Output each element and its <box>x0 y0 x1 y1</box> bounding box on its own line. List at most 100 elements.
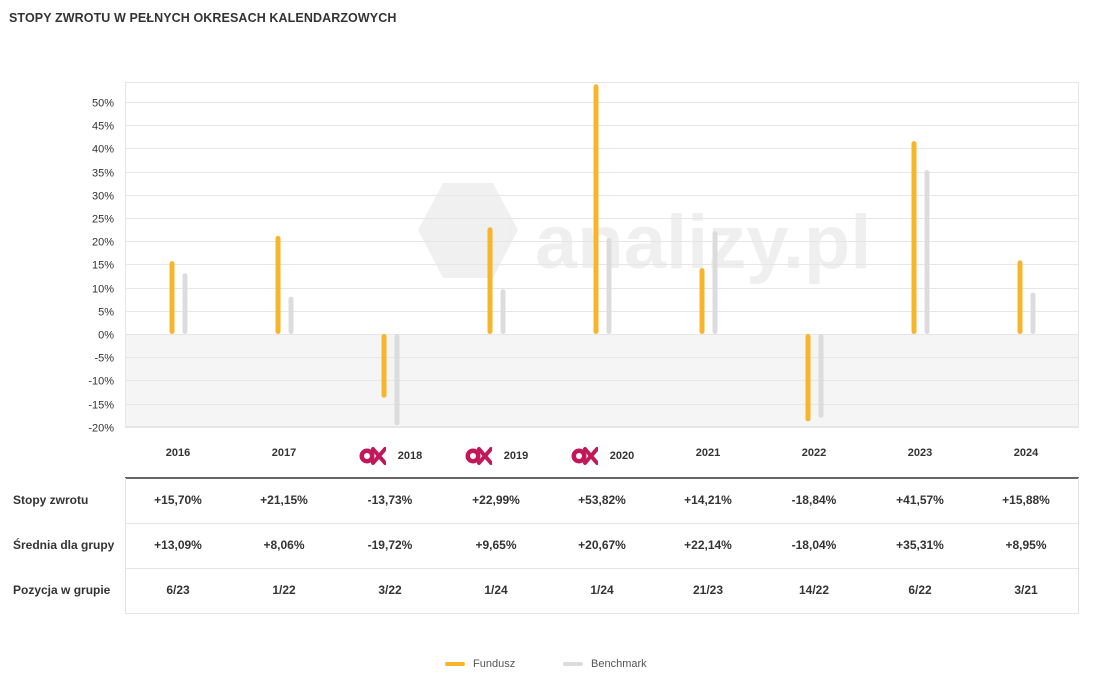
table-cell: 14/22 <box>798 583 830 597</box>
fund-bar <box>593 84 599 334</box>
x-tick-label: 2017 <box>232 447 337 459</box>
y-tick-label: -20% <box>88 423 114 435</box>
x-tick-label: 2016 <box>126 447 231 459</box>
table-cell: 1/22 <box>272 583 296 597</box>
y-tick-label: -5% <box>94 353 114 365</box>
benchmark-bar <box>1030 292 1036 334</box>
legend-fund[interactable]: Fundusz <box>445 658 515 670</box>
table-cell: +15,70% <box>154 493 202 507</box>
award-badge-icon <box>359 447 386 465</box>
x-tick-label-inner: 2022 <box>802 447 826 459</box>
benchmark-bar <box>394 334 400 426</box>
year-text: 2021 <box>695 447 721 459</box>
y-tick-label: 5% <box>98 307 114 319</box>
benchmark-bar <box>606 238 612 334</box>
row-label: Stopy zwrotu <box>13 493 89 507</box>
table-cell: +20,67% <box>578 538 626 552</box>
x-tick-label: 2022 <box>762 447 867 459</box>
x-tick-label: 2019 <box>444 447 549 468</box>
x-tick-label-inner: 2020 <box>570 447 634 465</box>
benchmark-bar <box>182 273 188 334</box>
table-cell: +13,09% <box>154 538 202 552</box>
benchmark-bar <box>500 289 506 334</box>
x-tick-label-inner: 2021 <box>696 447 720 459</box>
table-cell: +8,95% <box>1005 538 1047 552</box>
table-cell: +35,31% <box>896 538 944 552</box>
table-cell: 1/24 <box>590 583 614 597</box>
table-cell: +53,82% <box>578 493 626 507</box>
fund-bar <box>381 334 387 398</box>
table-cell: 3/21 <box>1014 583 1038 597</box>
year-text: 2023 <box>907 447 933 459</box>
table-cell: +8,06% <box>263 538 305 552</box>
table-cell: +14,21% <box>684 493 732 507</box>
plot-border <box>125 82 1079 427</box>
x-tick-label-inner: 2016 <box>166 447 190 459</box>
legend-fund-label: Fundusz <box>473 658 516 670</box>
year-text: 2022 <box>801 447 827 459</box>
year-text: 2020 <box>609 450 635 462</box>
fund-bar <box>805 334 811 422</box>
x-tick-label: 2018 <box>338 447 443 468</box>
table-cell: 6/23 <box>166 583 190 597</box>
award-badge-icon <box>571 447 598 465</box>
table-cell: 21/23 <box>692 583 724 597</box>
x-tick-label: 2021 <box>656 447 761 459</box>
y-tick-label: 25% <box>92 214 114 226</box>
x-tick-label-inner: 2023 <box>908 447 932 459</box>
legend-benchmark[interactable]: Benchmark <box>563 658 647 670</box>
benchmark-bar <box>818 334 824 418</box>
x-tick-label-inner: 2017 <box>272 447 296 459</box>
table-cell: 6/22 <box>908 583 932 597</box>
benchmark-bar <box>288 296 294 334</box>
table-cell: -18,84% <box>791 493 837 507</box>
fund-bar <box>699 268 705 334</box>
year-text: 2019 <box>503 450 529 462</box>
y-tick-label: 0% <box>98 330 114 342</box>
award-badge-icon <box>465 447 492 465</box>
year-text: 2018 <box>397 450 423 462</box>
y-tick-label: 30% <box>92 191 114 203</box>
x-tick-label-inner: 2024 <box>1014 447 1038 459</box>
watermark-logo: analizy.pl <box>418 183 871 285</box>
year-text: 2017 <box>271 447 297 459</box>
table-cell: +41,57% <box>896 493 944 507</box>
legend-benchmark-label: Benchmark <box>591 658 647 670</box>
y-tick-label: -10% <box>88 376 114 388</box>
y-tick-label: 50% <box>92 98 114 110</box>
fund-bar <box>275 235 281 334</box>
table-cell: +15,88% <box>1002 493 1050 507</box>
row-label: Średnia dla grupy <box>13 538 115 552</box>
benchmark-bar <box>924 170 930 334</box>
y-tick-label: -15% <box>88 400 114 412</box>
table-row: Stopy zwrotu +15,70% +21,15% -13,73% +22,99%… <box>0 478 1109 523</box>
x-tick-label: 2024 <box>974 447 1079 459</box>
benchmark-swatch <box>563 662 583 667</box>
y-tick-label: 40% <box>92 144 114 156</box>
page-title: STOPY ZWROTU W PEŁNYCH OKRESACH KALENDAR… <box>9 11 397 25</box>
table-cell: +21,15% <box>260 493 308 507</box>
table-cell: +9,65% <box>475 538 517 552</box>
y-tick-label: 35% <box>92 168 114 180</box>
fund-swatch <box>445 662 465 667</box>
row-label: Pozycja w grupie <box>13 583 111 597</box>
year-text: 2024 <box>1013 447 1039 459</box>
x-tick-label-inner: 2018 <box>358 447 422 465</box>
fund-bar <box>1017 260 1023 334</box>
benchmark-bar <box>712 231 718 334</box>
table-cell: +22,99% <box>472 493 520 507</box>
table-cell: -19,72% <box>367 538 413 552</box>
table-cell: 1/24 <box>484 583 508 597</box>
x-tick-label: 2020 <box>550 447 655 468</box>
table-cell: +22,14% <box>684 538 732 552</box>
fund-bar <box>487 227 493 334</box>
fund-bar <box>911 141 917 334</box>
table-cell: -13,73% <box>367 493 413 507</box>
returns-bar-chart: analizy.pl -20% -15% -10% -5% 0% 5% 10% 15% 20% 25… <box>88 82 1079 435</box>
fund-bar <box>169 261 175 334</box>
y-tick-label: 15% <box>92 260 114 272</box>
x-tick-label: 2023 <box>868 447 973 459</box>
table-row: Średnia dla grupy +13,09% +8,06% -19,72% +9,… <box>0 523 1109 568</box>
table-row: Pozycja w grupie 6/23 1/22 3/22 1/24 1/24 21/2… <box>0 568 1109 613</box>
y-tick-label: 10% <box>92 284 114 296</box>
